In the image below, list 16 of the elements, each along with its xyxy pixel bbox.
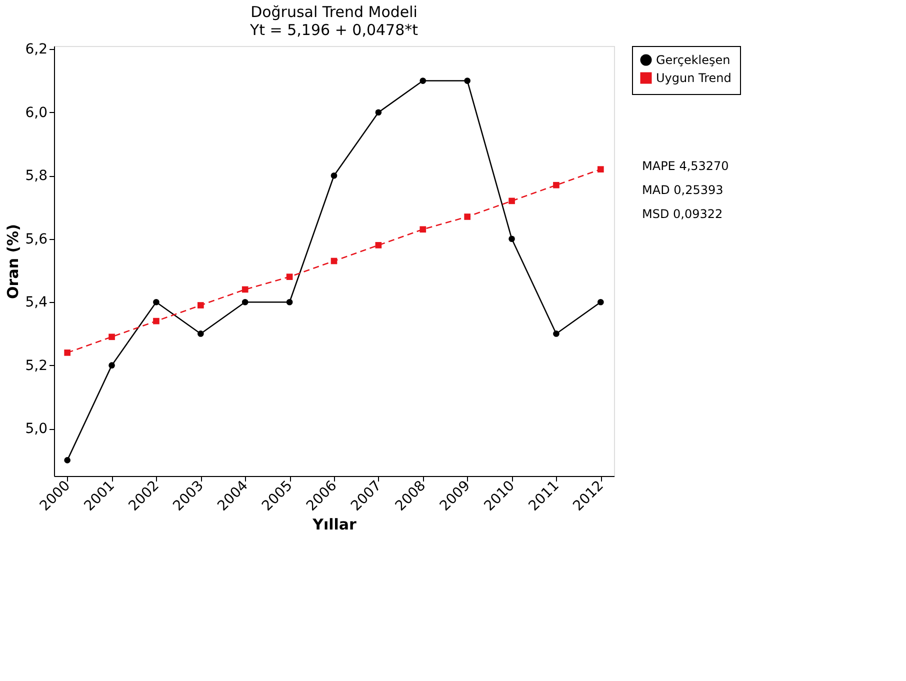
y-tick-label: 6,0 bbox=[25, 104, 48, 121]
y-tick-label: 5,4 bbox=[25, 294, 48, 311]
y-tick-label: 5,6 bbox=[25, 231, 48, 248]
text: MAD 0,25393 bbox=[642, 183, 724, 197]
legend-label: Gerçekleşen bbox=[656, 53, 730, 67]
legend-label: Uygun Trend bbox=[656, 71, 732, 85]
chart-title: Doğrusal Trend Modeli bbox=[250, 3, 418, 22]
y-tick-label: 6,2 bbox=[25, 42, 48, 58]
chart-subtitle: Yt = 5,196 + 0,0478*t bbox=[248, 21, 418, 40]
y-tick-label: 5,0 bbox=[25, 421, 48, 438]
text: MAPE 4,53270 bbox=[642, 159, 729, 173]
y-tick-label: 5,8 bbox=[25, 168, 48, 184]
x-axis-title: Yıllar bbox=[312, 516, 357, 534]
y-tick-label: 5,2 bbox=[25, 358, 48, 374]
text: MSD 0,09322 bbox=[642, 207, 723, 221]
y-axis-title: Oran (%) bbox=[4, 224, 22, 299]
